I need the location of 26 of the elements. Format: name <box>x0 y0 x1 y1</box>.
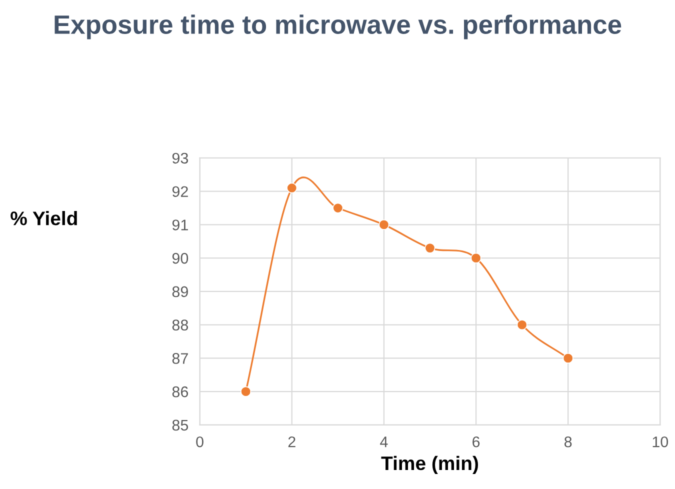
y-tick-label: 91 <box>172 220 188 230</box>
x-axis-title: Time (min) <box>381 456 478 474</box>
y-tick-label: 92 <box>172 186 188 198</box>
y-tick-label: 85 <box>172 420 188 431</box>
x-tick-label: 10 <box>652 436 668 448</box>
point <box>562 352 574 364</box>
x-tick-label: 8 <box>564 436 572 448</box>
point <box>332 202 344 214</box>
point <box>516 320 528 330</box>
y-tick-label: 89 <box>172 286 188 298</box>
x-tick-label: 2 <box>288 436 296 448</box>
y-tick-label: 87 <box>172 353 188 364</box>
x-tick-label: 6 <box>472 436 480 448</box>
y-axis-title: % Yield <box>10 210 77 226</box>
x-tick-label: 4 <box>380 436 388 448</box>
point <box>286 182 298 194</box>
point <box>470 252 482 264</box>
y-tick-label: 86 <box>172 386 188 398</box>
chart-title: Exposure time to microwave vs. performance <box>54 14 622 40</box>
y-tick-label: 88 <box>172 320 188 331</box>
y-tick-label: 90 <box>172 252 188 264</box>
point <box>424 242 436 254</box>
y-tick-label: 93 <box>172 152 188 164</box>
point <box>240 386 252 397</box>
point <box>378 219 390 230</box>
x-tick-label: 0 <box>196 436 204 448</box>
